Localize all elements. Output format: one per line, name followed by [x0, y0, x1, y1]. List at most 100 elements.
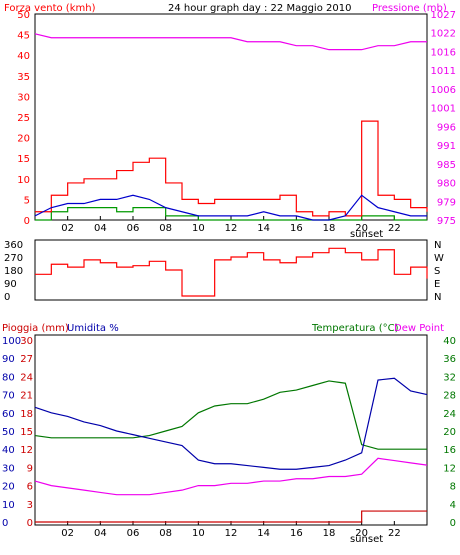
wind-tick-label: 15: [17, 154, 30, 165]
humidity-x-tick-label: 02: [61, 528, 74, 539]
direction-tick-label: 0: [4, 292, 10, 303]
humidity-tick-label: 0: [2, 518, 8, 529]
wind-x-tick-label: 04: [94, 223, 107, 234]
pressure-tick-label: 975: [437, 216, 456, 227]
wind-tick-label: 50: [17, 10, 30, 21]
humidity-x-tick-label: 06: [127, 528, 140, 539]
wind-tick-label: 25: [17, 113, 30, 124]
humidity-tick-label: 60: [2, 409, 15, 420]
pressure-tick-label: 979: [437, 197, 456, 208]
wind-x-tick-label: 08: [159, 223, 172, 234]
temperature-tick-label: 4: [450, 500, 456, 511]
temperature-tick-label: 12: [443, 463, 456, 474]
temperature-tick-label: 20: [443, 427, 456, 438]
temperature-tick-label: 16: [443, 445, 456, 456]
temperature-tick-label: 28: [443, 391, 456, 402]
humidity-panel-frame: [34, 334, 428, 526]
direction-tick-label: 360: [4, 240, 23, 251]
wind-avg-line: [34, 194, 427, 221]
wind-x-tick-label: 14: [257, 223, 270, 234]
rain-tick-label: 18: [20, 409, 33, 420]
temperature-tick-label: 40: [443, 336, 456, 347]
pressure-tick-label: 1027: [431, 10, 456, 21]
wind-x-tick-label: 10: [192, 223, 205, 234]
humidity-tick-label: 80: [2, 372, 15, 383]
humidity-x-tick-label: 12: [225, 528, 238, 539]
direction-panel-frame: [34, 239, 428, 301]
direction-line: [35, 247, 428, 297]
wind-x-tick-label: 22: [388, 223, 401, 234]
rain-tick-label: 27: [20, 354, 33, 365]
rain-tick-label: 30: [20, 336, 33, 347]
wind-x-tick-label: 02: [61, 223, 74, 234]
compass-tick-label: N: [434, 240, 441, 251]
humidity-tick-label: 50: [2, 427, 15, 438]
rain-line: [35, 510, 427, 523]
temperature-tick-label: 36: [443, 354, 456, 365]
wind-tick-label: 35: [17, 72, 30, 83]
wind-x-sunset-label: sunset: [350, 229, 383, 240]
temperature-tick-label: 24: [443, 409, 456, 420]
pressure-tick-label: 985: [437, 160, 456, 171]
rain-tick-label: 6: [27, 482, 33, 493]
temperature-tick-label: 32: [443, 372, 456, 383]
humidity-tick-label: 30: [2, 463, 15, 474]
pressure-tick-label: 1006: [431, 85, 456, 96]
pressure-tick-label: 980: [437, 179, 456, 190]
dewpoint-line: [34, 457, 428, 496]
wind-x-tick-label: 06: [127, 223, 140, 234]
humidity-axis-title: Umidita %: [67, 323, 119, 334]
humidity-x-tick-label: 16: [290, 528, 303, 539]
pressure-tick-label: 1011: [431, 66, 456, 77]
temperature-axis-title: Temperatura (°C): [311, 323, 399, 334]
pressure-line: [34, 33, 427, 51]
humidity-tick-label: 100: [2, 336, 21, 347]
humidity-x-tick-label: 20: [355, 528, 368, 539]
wind-axis-title: Forza vento (kmh): [4, 3, 96, 14]
compass-tick-label: S: [434, 266, 440, 277]
direction-tick-label: 180: [4, 266, 23, 277]
wind-x-tick-label: 16: [290, 223, 303, 234]
wind-x-tick-label: 20: [355, 223, 368, 234]
wind-tick-label: 30: [17, 92, 30, 103]
temperature-tick-label: 0: [450, 518, 456, 529]
dewpoint-axis-title: Dew Point: [394, 323, 444, 334]
rain-tick-label: 0: [27, 518, 33, 529]
gust-line: [35, 120, 428, 217]
compass-tick-label: N: [434, 292, 441, 303]
humidity-x-tick-label: 22: [388, 528, 401, 539]
wind-panel-frame: [34, 13, 428, 221]
humidity-x-tick-label: 10: [192, 528, 205, 539]
wind-tick-label: 20: [17, 134, 30, 145]
humidity-line: [34, 377, 428, 470]
rain-tick-label: 3: [27, 500, 33, 511]
wind-x-tick-label: 18: [323, 223, 336, 234]
wind-x-tick-label: 12: [225, 223, 238, 234]
humidity-tick-label: 20: [2, 482, 15, 493]
compass-tick-label: W: [434, 253, 444, 264]
rain-tick-label: 21: [20, 391, 33, 402]
wind-tick-label: 5: [24, 195, 30, 206]
temperature-line: [34, 380, 427, 450]
humidity-x-sunset-label: sunset: [350, 534, 383, 545]
humidity-tick-label: 90: [2, 354, 15, 365]
chart-title: 24 hour graph day : 22 Maggio 2010: [168, 3, 351, 14]
pressure-axis-title: Pressione (mb): [372, 3, 447, 14]
humidity-tick-label: 10: [2, 500, 15, 511]
temperature-tick-label: 8: [450, 482, 456, 493]
compass-tick-label: E: [434, 279, 440, 290]
wind-tick-label: 10: [17, 175, 30, 186]
humidity-x-tick-label: 14: [257, 528, 270, 539]
humidity-tick-label: 40: [2, 445, 15, 456]
direction-tick-label: 90: [4, 279, 17, 290]
humidity-x-tick-label: 18: [323, 528, 336, 539]
humidity-x-tick-label: 04: [94, 528, 107, 539]
rain-tick-label: 24: [20, 372, 33, 383]
pressure-tick-label: 991: [437, 141, 456, 152]
pressure-tick-label: 1016: [431, 47, 456, 58]
wind-tick-label: 40: [17, 51, 30, 62]
humidity-tick-label: 70: [2, 391, 15, 402]
rain-tick-label: 15: [20, 427, 33, 438]
